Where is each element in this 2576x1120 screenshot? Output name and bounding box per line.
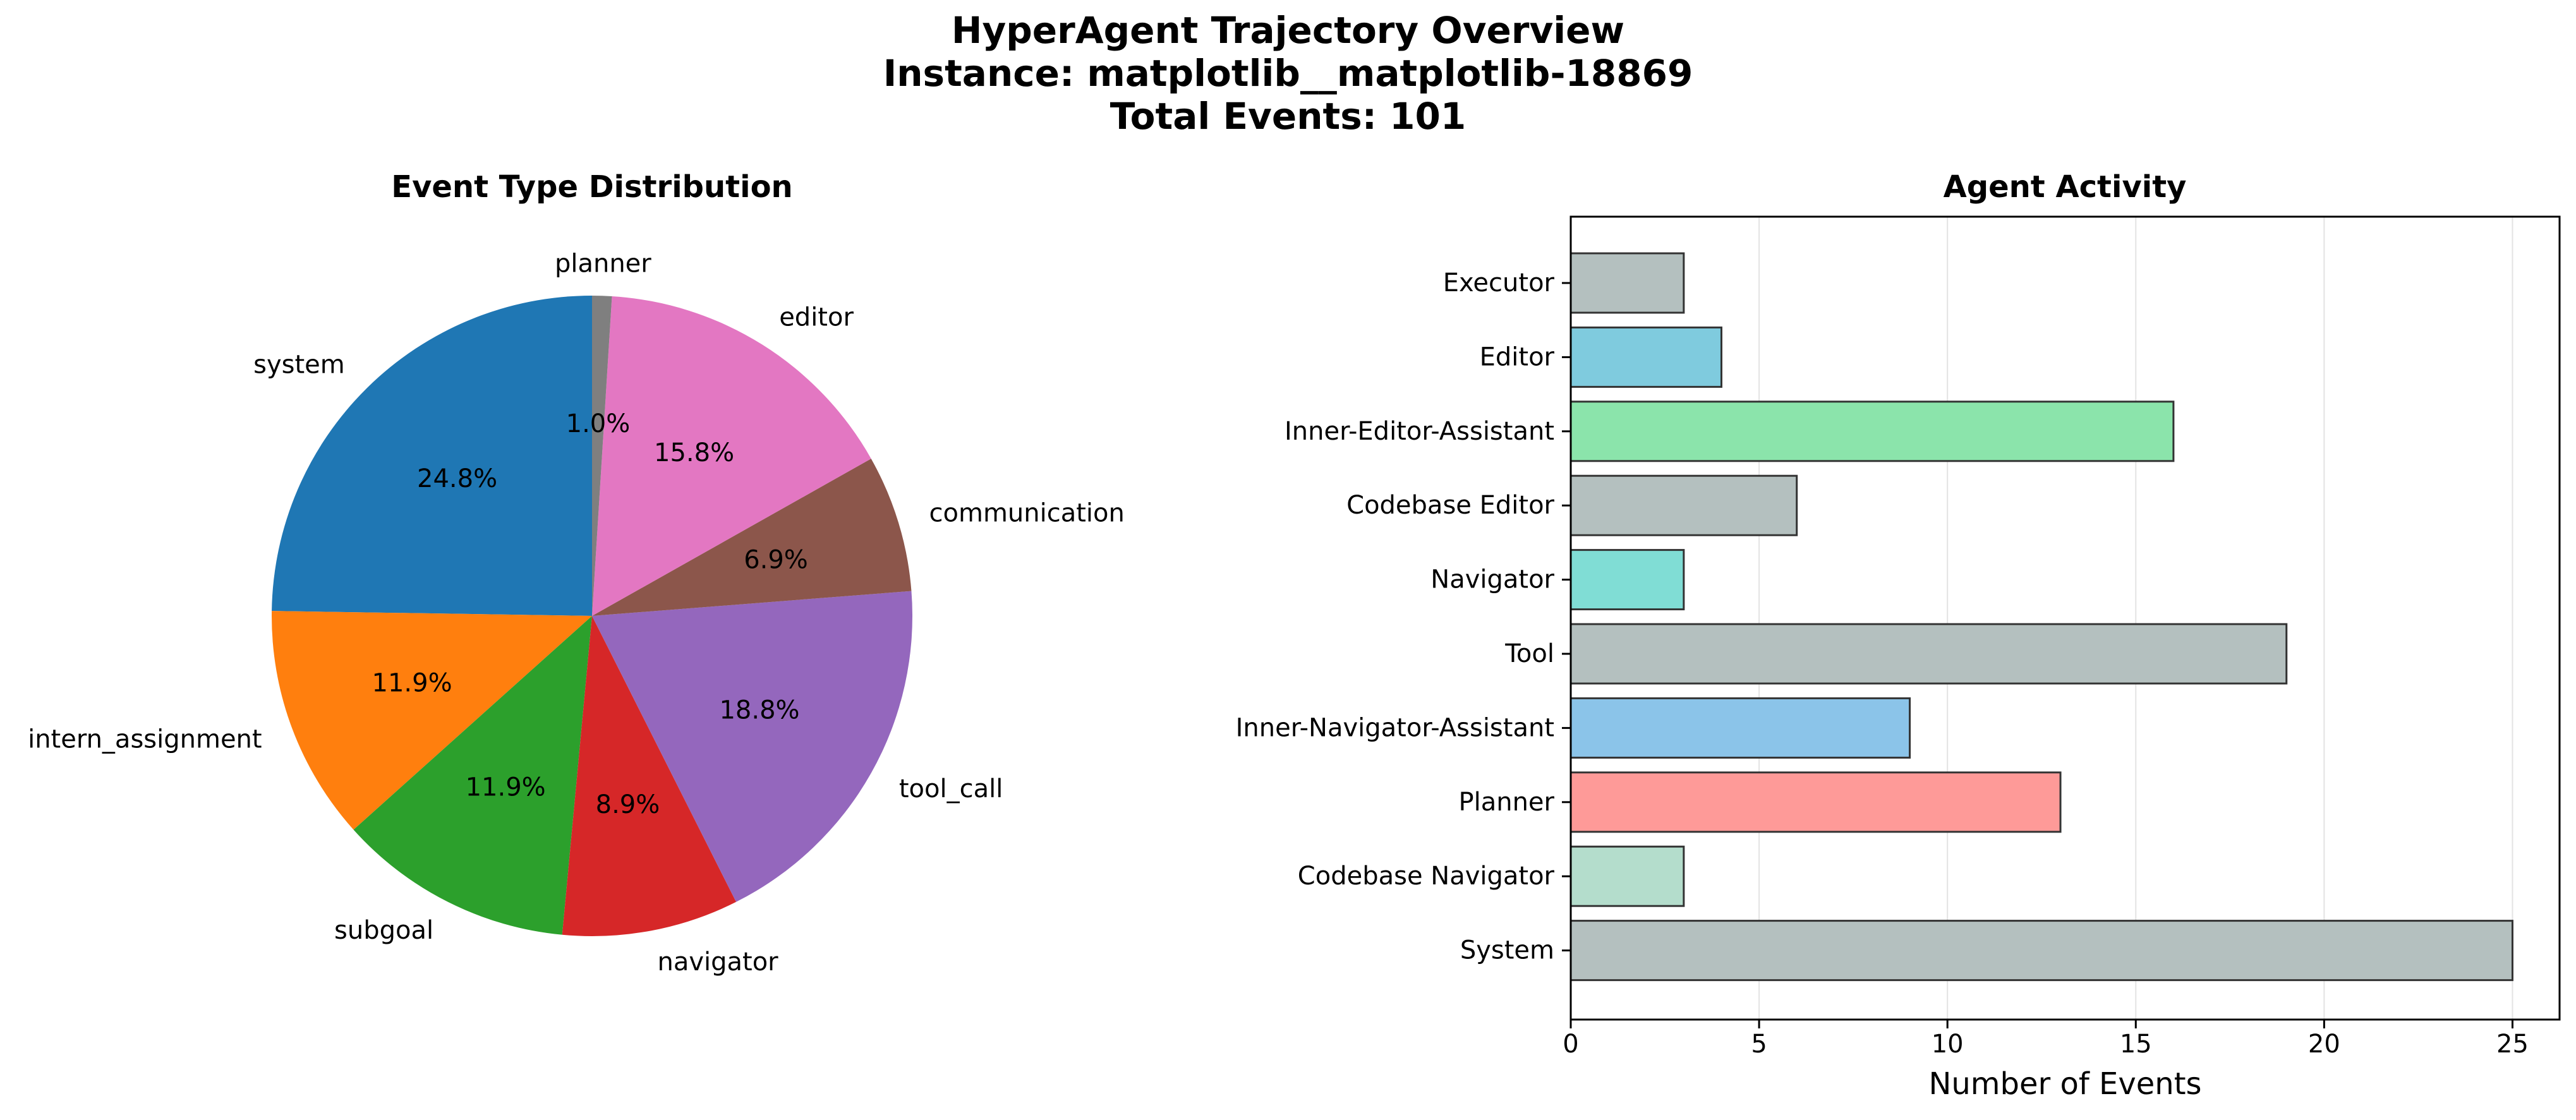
- bar-navigator: [1569, 549, 1685, 611]
- bar-system: [1569, 920, 2513, 982]
- bar-chart-panel: Agent Activity System Codebase Navigator P…: [1236, 169, 2561, 1102]
- bar-planner: [1569, 771, 2062, 833]
- pie-slice-tool-call: [592, 591, 912, 902]
- pie-chart-title: Event Type Distribution: [391, 169, 792, 205]
- pie-pct-planner: 1.0%: [566, 409, 631, 438]
- y-tick-label-planner: Planner: [1458, 788, 1554, 817]
- y-tick-label-codebase-navigator: Codebase Navigator: [1298, 862, 1555, 891]
- pie-pct-tool-call: 18.8%: [719, 695, 799, 725]
- pie-chart-panel: Event Type Distribution system 24.8% inter…: [28, 169, 1125, 977]
- pie-slices: [271, 296, 912, 936]
- bar-inner-editor-assistant: [1569, 400, 2175, 462]
- y-tick-label-tool: Tool: [1504, 639, 1554, 668]
- bar-codebase-editor: [1569, 474, 1798, 536]
- pie-slice-intern-assignment: [271, 611, 592, 830]
- pie-label-navigator: navigator: [657, 948, 778, 977]
- bar-executor: [1569, 252, 1685, 314]
- pie-label-communication: communication: [929, 499, 1125, 528]
- pie-label-editor: editor: [779, 303, 854, 332]
- bar-editor: [1569, 326, 1722, 388]
- bar-chart-x-axis-label: Number of Events: [1928, 1066, 2201, 1102]
- pie-label-planner: planner: [555, 250, 651, 279]
- pie-slice-system: [272, 296, 592, 616]
- pie-pct-navigator: 8.9%: [596, 790, 660, 819]
- y-tick-label-inner-editor-assistant: Inner-Editor-Assistant: [1285, 417, 1554, 446]
- x-tick-label-15: 15: [2120, 1030, 2152, 1059]
- pie-slice-editor: [592, 296, 871, 616]
- pie-label-tool-call: tool_call: [899, 774, 1003, 804]
- y-tick-label-codebase-editor: Codebase Editor: [1346, 491, 1554, 520]
- pie-slice-navigator: [562, 616, 737, 936]
- y-tick-label-inner-navigator-assistant: Inner-Navigator-Assistant: [1236, 713, 1554, 742]
- pie-pct-system: 24.8%: [417, 464, 497, 493]
- bar-inner-navigator-assistant: [1569, 697, 1911, 759]
- bar-chart-frame: [1569, 215, 2561, 1021]
- pie-pct-subgoal: 11.9%: [466, 773, 546, 802]
- y-tick-label-executor: Executor: [1443, 268, 1555, 298]
- pie-label-system: system: [253, 351, 345, 380]
- pie-slice-communication: [592, 459, 912, 616]
- bar-chart-bars: [1569, 252, 2513, 982]
- bar-chart-x-ticks: 0 5 10 15 20 25: [1563, 1020, 2529, 1059]
- pie-slice-subgoal: [353, 616, 592, 935]
- x-tick-label-25: 25: [2496, 1030, 2529, 1059]
- bar-chart-gridlines: [1570, 217, 2513, 1020]
- bar-chart-y-ticks: System Codebase Navigator Planner Inner-Nav…: [1236, 268, 1571, 965]
- pie-labels: system 24.8% intern_assignment 11.9% subgoal…: [28, 250, 1125, 977]
- bar-tool: [1569, 623, 2288, 685]
- y-tick-label-navigator: Navigator: [1430, 565, 1554, 594]
- pie-pct-intern-assignment: 11.9%: [372, 669, 452, 698]
- figure-title-line-3: Total Events: 101: [1110, 95, 1466, 138]
- pie-pct-editor: 15.8%: [654, 438, 734, 467]
- y-tick-label-system: System: [1460, 936, 1554, 965]
- figure-title-line-2: Instance: matplotlib__matplotlib-18869: [883, 52, 1693, 95]
- x-tick-label-20: 20: [2308, 1030, 2340, 1059]
- pie-label-intern-assignment: intern_assignment: [28, 725, 262, 754]
- pie-slice-planner: [592, 296, 612, 616]
- x-tick-label-5: 5: [1751, 1030, 1767, 1059]
- pie-pct-communication: 6.9%: [744, 545, 808, 574]
- y-tick-label-editor: Editor: [1480, 342, 1555, 371]
- x-tick-label-0: 0: [1563, 1030, 1578, 1059]
- bar-chart-title: Agent Activity: [1944, 169, 2187, 205]
- figure-title: HyperAgent Trajectory Overview Instance:…: [0, 9, 2576, 138]
- x-tick-label-10: 10: [1932, 1030, 1964, 1059]
- bar-codebase-navigator: [1569, 845, 1685, 907]
- figure-title-line-1: HyperAgent Trajectory Overview: [951, 9, 1625, 52]
- pie-label-subgoal: subgoal: [334, 916, 433, 945]
